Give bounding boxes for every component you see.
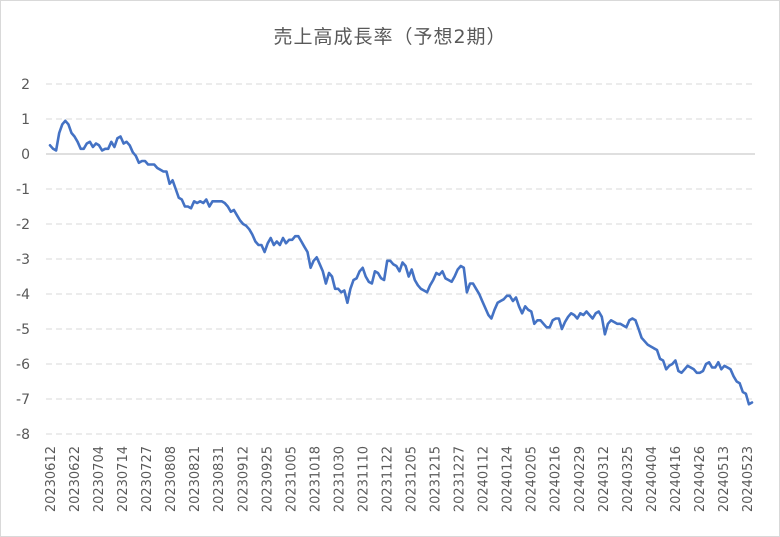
y-tick-label: 0	[21, 147, 30, 163]
x-tick-label: 20240216	[549, 446, 564, 512]
x-tick-label: 20230704	[92, 446, 107, 512]
x-tick-label: 20240416	[669, 446, 684, 512]
x-axis-labels: 20230612 20230622 20230704 20230714 20230727…	[44, 446, 756, 512]
x-tick-label: 20240523	[741, 446, 756, 512]
series-line	[48, 119, 754, 406]
y-tick-label: -3	[16, 252, 30, 268]
x-tick-label: 20231227	[453, 446, 468, 512]
y-tick-label: 1	[21, 112, 30, 128]
x-tick-label: 20240229	[573, 446, 588, 512]
x-tick-label: 20230912	[236, 446, 251, 512]
x-tick-label: 20240205	[525, 446, 540, 512]
y-tick-label: -4	[16, 287, 30, 303]
x-tick-label: 20231018	[308, 446, 323, 512]
x-tick-label: 20231110	[356, 446, 371, 512]
x-tick-label: 20230808	[164, 446, 179, 512]
y-tick-label: -7	[16, 392, 30, 408]
y-tick-label: 2	[21, 77, 30, 93]
x-tick-label: 20231215	[429, 446, 444, 512]
x-tick-label: 20231205	[405, 446, 420, 512]
y-tick-label: -6	[16, 357, 30, 373]
x-tick-label: 20240312	[597, 446, 612, 512]
x-tick-label: 20240124	[501, 446, 516, 512]
x-tick-label: 20240513	[717, 446, 732, 512]
x-tick-label: 20231122	[380, 446, 395, 512]
gridlines	[46, 83, 755, 435]
x-tick-label: 20230622	[68, 446, 83, 512]
x-tick-label: 20230714	[116, 446, 131, 512]
x-tick-label: 20230831	[212, 446, 227, 512]
x-tick-label: 20230727	[140, 446, 155, 512]
y-axis-labels: 2 1 0 -1 -2 -3 -4 -5 -6 -7 -8	[16, 77, 30, 443]
chart-title: 売上高成長率（予想2期）	[273, 26, 507, 48]
y-tick-label: -1	[16, 182, 30, 198]
x-tick-label: 20240426	[693, 446, 708, 512]
y-tick-label: -2	[16, 217, 30, 233]
series-layer	[48, 119, 754, 406]
x-tick-label: 20230612	[44, 446, 59, 512]
x-tick-label: 20240404	[645, 446, 660, 512]
x-tick-label: 20231005	[284, 446, 299, 512]
y-tick-label: -8	[16, 427, 30, 443]
x-tick-label: 20240112	[477, 446, 492, 512]
x-tick-label: 20230821	[188, 446, 203, 512]
y-tick-label: -5	[16, 322, 30, 338]
x-tick-label: 20230925	[260, 446, 275, 512]
x-tick-label: 20231030	[332, 446, 347, 512]
x-tick-label: 20240325	[621, 446, 636, 512]
